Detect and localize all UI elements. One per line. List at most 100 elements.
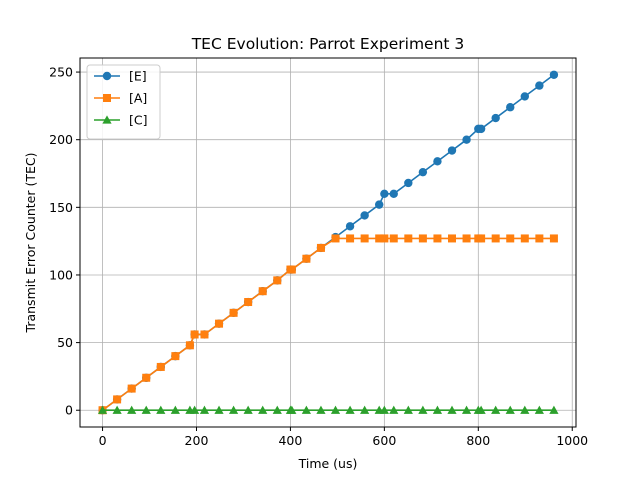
data-point: [491, 113, 500, 123]
y-tick-label: 250: [49, 65, 73, 80]
data-point: [156, 362, 165, 371]
data-point: [433, 234, 442, 243]
data-point: [360, 234, 369, 243]
data-point: [97, 405, 108, 414]
data-point: [199, 405, 210, 414]
data-point: [535, 234, 544, 243]
data-point: [462, 135, 471, 144]
legend-label: [E]: [129, 69, 147, 84]
data-point: [506, 234, 515, 243]
data-point: [418, 167, 428, 177]
x-tick-label: 1000: [556, 433, 588, 448]
data-point: [380, 234, 389, 243]
series-2: [98, 234, 558, 415]
y-tick-label: 100: [49, 267, 73, 282]
data-point: [171, 352, 180, 361]
y-tick-label: 50: [57, 335, 73, 350]
data-point: [156, 405, 166, 414]
data-point: [229, 308, 238, 317]
data-point: [141, 405, 151, 414]
data-point: [215, 319, 224, 328]
data-point: [360, 405, 370, 414]
data-point: [380, 189, 389, 199]
data-point: [389, 405, 399, 414]
data-point: [200, 330, 209, 339]
data-point: [389, 234, 398, 243]
x-axis-ticks: 0 200 400 600 800 1000: [99, 427, 588, 448]
data-point: [418, 405, 428, 414]
legend-marker: [103, 94, 111, 102]
legend-item: [C]: [94, 113, 147, 128]
data-point: [244, 298, 253, 307]
legend-marker: [102, 71, 112, 81]
legend-item: [A]: [94, 91, 147, 106]
data-point: [214, 405, 224, 414]
grid: [80, 58, 576, 427]
data-point: [190, 330, 199, 339]
data-point: [345, 405, 355, 414]
data-point: [330, 405, 341, 414]
data-point: [476, 124, 486, 134]
data-point: [549, 234, 558, 243]
data-point: [477, 234, 486, 243]
data-point: [461, 405, 472, 414]
series-layer: [97, 70, 559, 415]
data-point: [404, 234, 413, 243]
data-point: [345, 222, 355, 231]
data-point: [113, 395, 122, 404]
data-point: [418, 234, 427, 243]
data-point: [190, 405, 200, 414]
data-point: [505, 405, 515, 414]
legend-label: [C]: [129, 113, 147, 128]
data-point: [316, 405, 326, 414]
legend-marker: [102, 115, 112, 124]
x-tick-label: 600: [372, 433, 396, 448]
data-point: [331, 234, 340, 243]
data-point: [491, 405, 501, 414]
data-point: [549, 70, 559, 79]
data-point: [448, 234, 456, 243]
data-point: [389, 189, 398, 199]
x-tick-label: 800: [466, 433, 490, 448]
y-axis-ticks: 0 50 100 150 200 250: [49, 65, 80, 418]
data-point: [287, 265, 296, 274]
data-point: [447, 405, 457, 414]
data-point: [302, 254, 311, 263]
x-axis-label: Time (us): [298, 456, 358, 471]
x-tick-label: 400: [278, 433, 302, 448]
data-point: [432, 405, 443, 414]
data-point: [476, 405, 486, 414]
plot-frame: [79, 57, 577, 428]
data-point: [346, 234, 355, 243]
legend-item: [E]: [94, 69, 147, 84]
data-point: [462, 234, 471, 243]
data-point: [549, 405, 559, 414]
data-point: [228, 405, 239, 414]
data-point: [273, 276, 282, 285]
data-point: [534, 405, 544, 414]
data-point: [127, 384, 136, 393]
data-point: [170, 405, 180, 414]
data-point: [404, 178, 413, 188]
data-point: [316, 243, 325, 252]
y-tick-label: 200: [49, 132, 73, 147]
data-point: [287, 405, 297, 414]
data-point: [520, 405, 530, 414]
data-point: [433, 157, 442, 166]
data-point: [403, 405, 413, 414]
data-point: [127, 405, 137, 414]
data-point: [375, 234, 384, 243]
data-point: [506, 103, 515, 112]
data-point: [374, 200, 384, 209]
legend: [E] [A] [C]: [86, 64, 161, 140]
data-point: [379, 405, 389, 414]
data-point: [272, 405, 282, 414]
data-point: [360, 211, 369, 220]
data-point: [258, 405, 268, 414]
chart-title: TEC Evolution: Parrot Experiment 3: [191, 35, 465, 53]
x-tick-label: 200: [185, 433, 209, 448]
data-point: [535, 81, 544, 90]
data-point: [142, 373, 151, 382]
y-tick-label: 150: [49, 200, 73, 215]
